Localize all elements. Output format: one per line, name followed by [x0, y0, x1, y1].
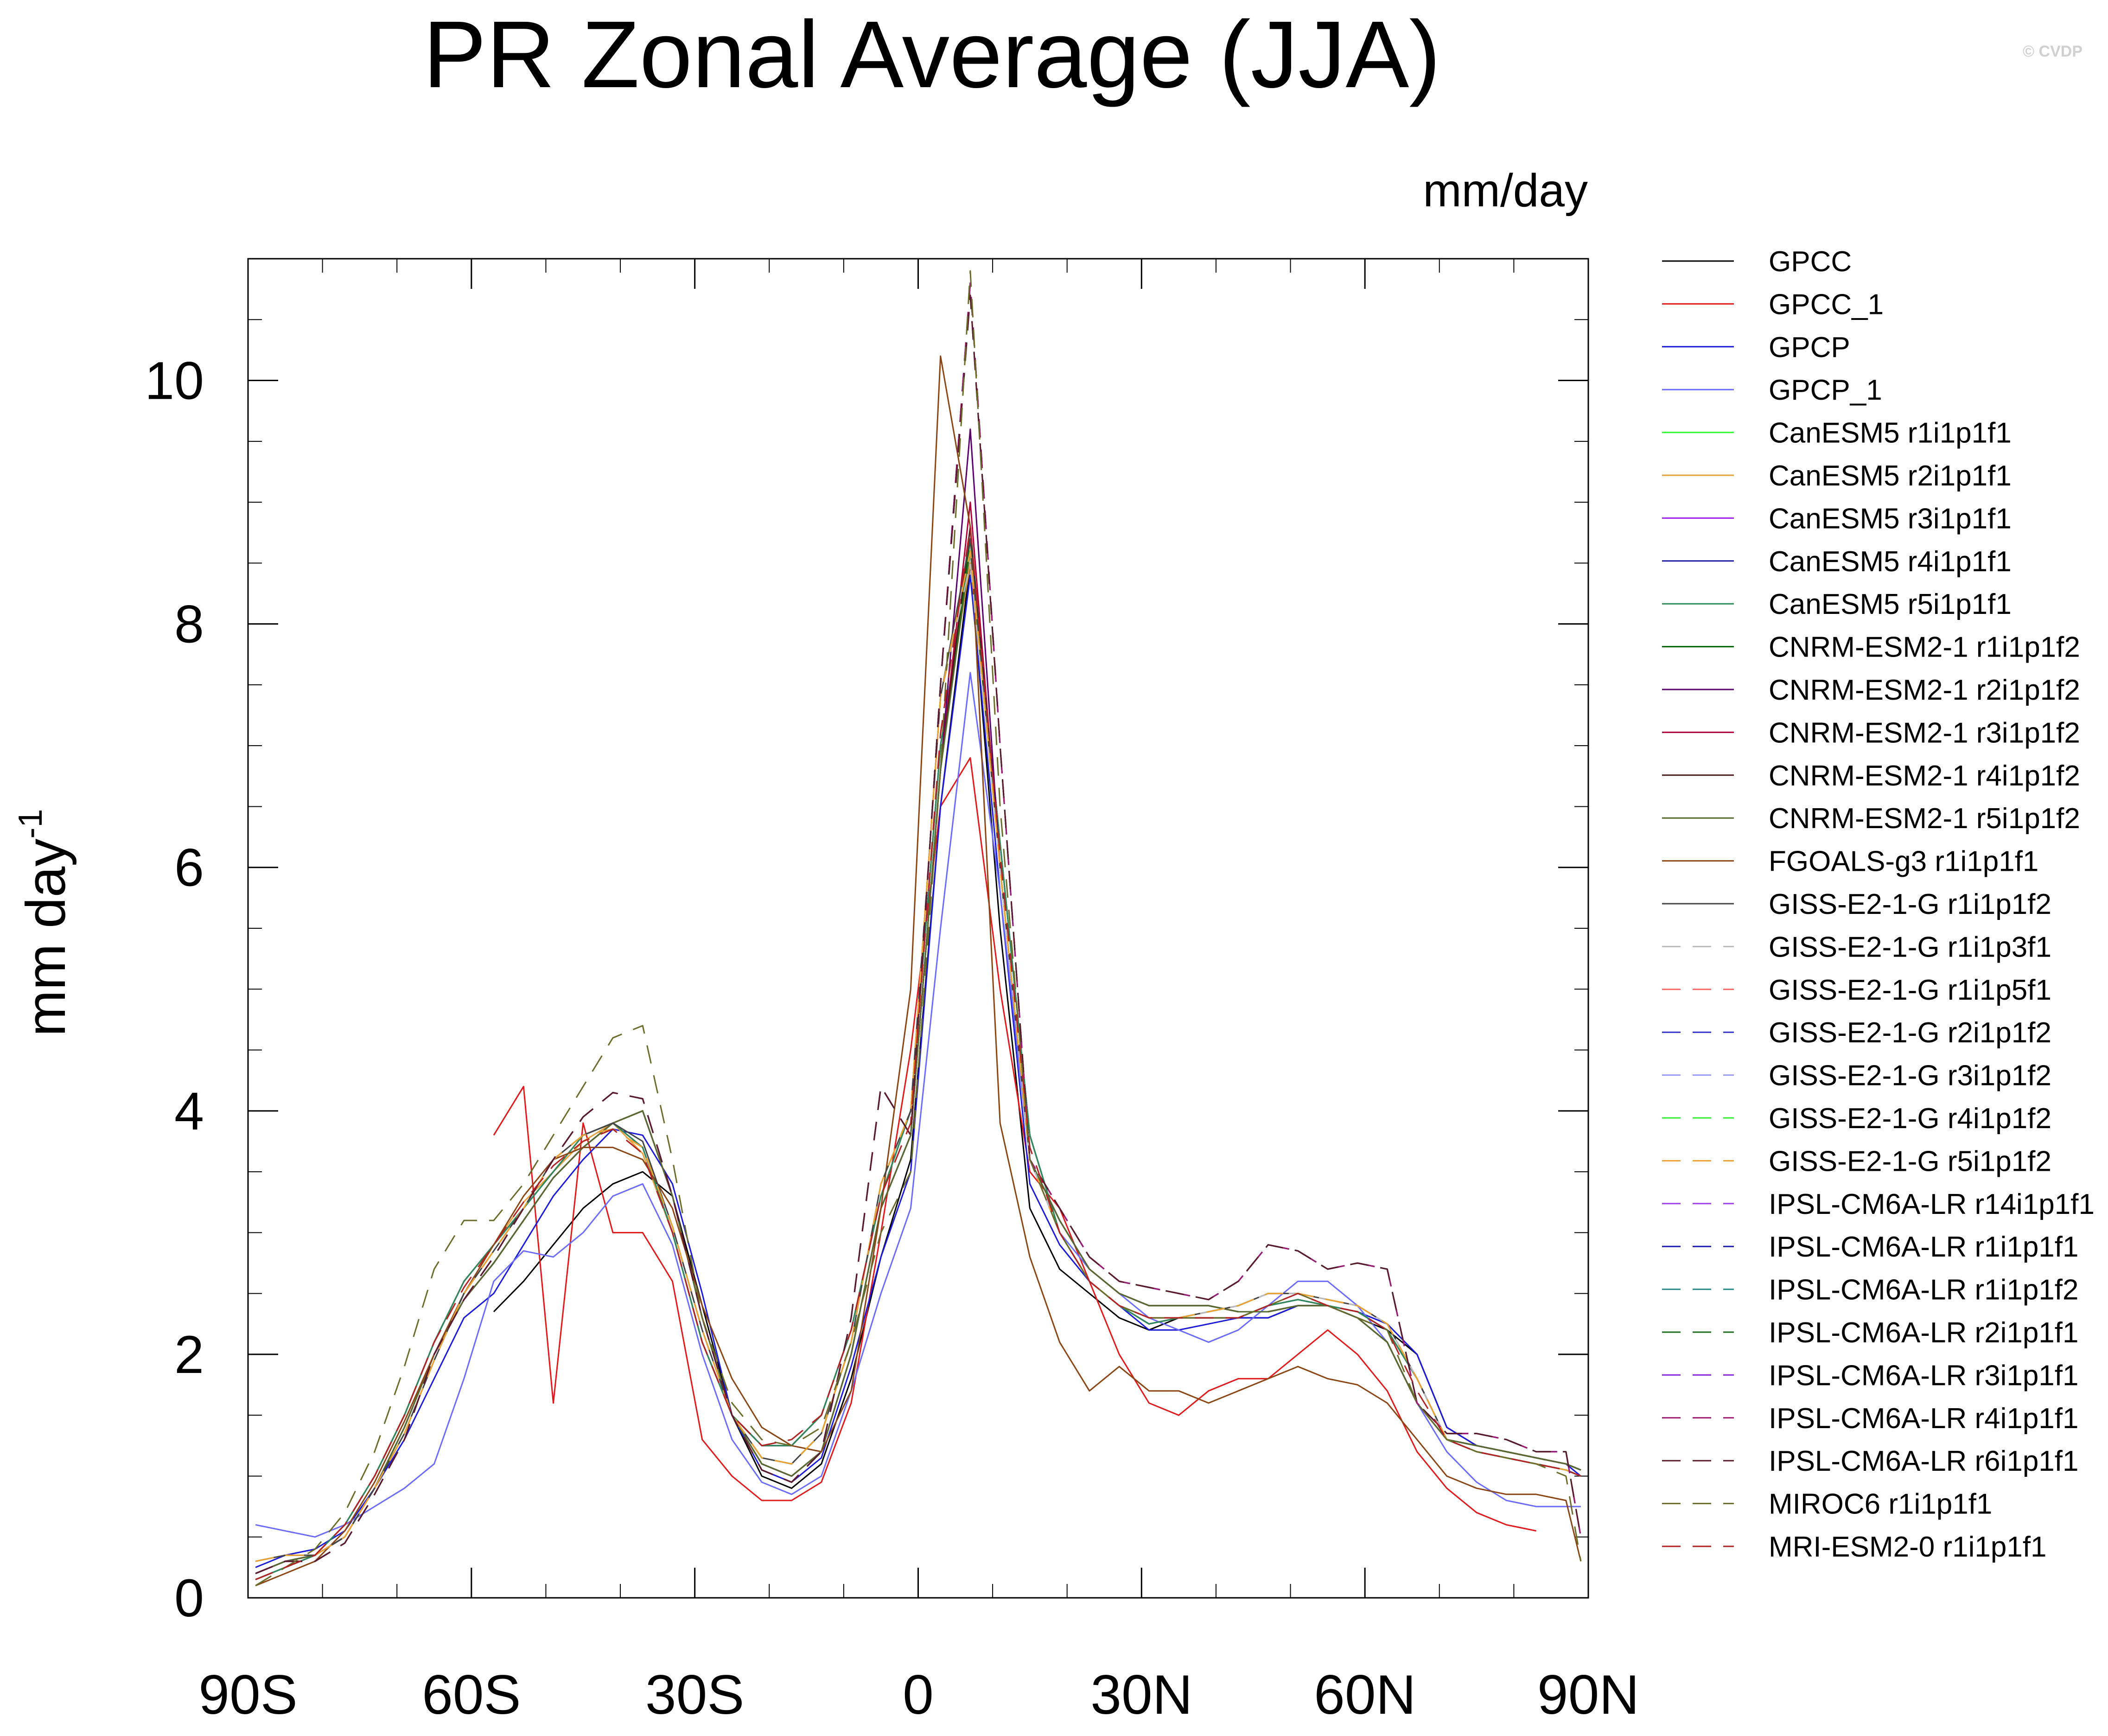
series-line-15 — [255, 355, 1582, 1587]
x-tick-label: 60N — [1314, 1664, 1416, 1726]
y-tick-label: 2 — [174, 1325, 204, 1385]
y-axis-label-exponent: -1 — [12, 809, 49, 839]
plot-frame — [247, 258, 1589, 1599]
legend-label-10: CNRM-ESM2-1 r1i1p1f2 — [1769, 632, 2080, 664]
legend-label-7: CanESM5 r3i1p1f1 — [1769, 503, 2012, 535]
series-line-22 — [255, 550, 1581, 1562]
series-line-28 — [255, 282, 1582, 1574]
legend-label-3: GPCP — [1769, 332, 1850, 364]
x-tick-label: 30N — [1090, 1664, 1192, 1726]
legend-label-8: CanESM5 r4i1p1f1 — [1769, 546, 2012, 578]
legend-label-25: IPSL-CM6A-LR r1i1p1f2 — [1769, 1274, 2079, 1306]
axis-ticks: 90S 60S 30S 0 30N 60N 90N 0 2 4 6 8 10 — [145, 258, 1639, 1726]
legend-label-27: IPSL-CM6A-LR r3i1p1f1 — [1769, 1359, 2079, 1391]
series-line-3 — [255, 574, 1581, 1568]
series-line-20 — [255, 550, 1581, 1562]
legend-label-9: CanESM5 r5i1p1f1 — [1769, 588, 2012, 620]
legend-label-24: IPSL-CM6A-LR r1i1p1f1 — [1769, 1231, 2079, 1263]
legend-label-29: IPSL-CM6A-LR r6i1p1f1 — [1769, 1445, 2079, 1477]
legend-label-1: GPCC — [1769, 246, 1852, 278]
legend: GPCC GPCC_1 GPCP GPCP_1 CanESM5 r1i1p1f1 CanE… — [1662, 246, 2095, 1563]
y-tick-label: 8 — [174, 595, 204, 654]
legend-label-15: FGOALS-g3 r1i1p1f1 — [1769, 846, 2038, 878]
legend-label-14: CNRM-ESM2-1 r5i1p1f2 — [1769, 803, 2080, 835]
legend-label-5: CanESM5 r1i1p1f1 — [1769, 417, 2012, 449]
legend-label-12: CNRM-ESM2-1 r3i1p1f2 — [1769, 717, 2080, 749]
y-tick-label: 0 — [174, 1569, 204, 1628]
series-line-2 — [493, 757, 1536, 1532]
series-line-21 — [255, 550, 1581, 1562]
series-line-24 — [255, 282, 1582, 1574]
series-line-1 — [493, 562, 1567, 1489]
series-line-31 — [255, 526, 1581, 1580]
legend-label-22: GISS-E2-1-G r5i1p1f2 — [1769, 1145, 2051, 1177]
series-lines — [255, 270, 1582, 1587]
y-axis-label: mm day-1 — [12, 809, 77, 1037]
legend-label-18: GISS-E2-1-G r1i1p5f1 — [1769, 974, 2051, 1006]
svg-text:mm day-1: mm day-1 — [12, 809, 77, 1037]
legend-label-31: MRI-ESM2-0 r1i1p1f1 — [1769, 1531, 2047, 1563]
series-line-23 — [255, 282, 1582, 1574]
y-tick-label: 6 — [174, 838, 204, 898]
units-label: mm/day — [1423, 165, 1588, 217]
series-line-19 — [255, 550, 1581, 1562]
cvdp-credit: © CVDP — [2023, 43, 2083, 60]
legend-label-30: MIROC6 r1i1p1f1 — [1769, 1488, 1992, 1520]
legend-label-21: GISS-E2-1-G r4i1p1f2 — [1769, 1103, 2051, 1135]
legend-label-11: CNRM-ESM2-1 r2i1p1f2 — [1769, 674, 2080, 706]
series-line-30 — [255, 270, 1582, 1586]
series-line-4 — [255, 672, 1581, 1538]
legend-label-28: IPSL-CM6A-LR r4i1p1f1 — [1769, 1403, 2079, 1435]
legend-label-16: GISS-E2-1-G r1i1p1f2 — [1769, 888, 2051, 920]
x-tick-label: 90S — [198, 1664, 298, 1726]
legend-label-2: GPCC_1 — [1769, 288, 1884, 320]
x-tick-label: 30S — [645, 1664, 745, 1726]
legend-label-13: CNRM-ESM2-1 r4i1p1f2 — [1769, 760, 2080, 792]
series-line-25 — [255, 294, 1582, 1574]
legend-label-19: GISS-E2-1-G r2i1p1f2 — [1769, 1017, 2051, 1049]
series-line-14 — [255, 550, 1581, 1574]
legend-label-4: GPCP_1 — [1769, 374, 1882, 406]
series-line-27 — [255, 282, 1582, 1574]
series-line-26 — [255, 294, 1582, 1574]
y-axis-label-text: mm day — [15, 839, 77, 1037]
legend-label-23: IPSL-CM6A-LR r14i1p1f1 — [1769, 1188, 2095, 1220]
x-tick-label: 90N — [1537, 1664, 1639, 1726]
legend-label-26: IPSL-CM6A-LR r2i1p1f1 — [1769, 1317, 2079, 1349]
chart-title: PR Zonal Average (JJA) — [423, 1, 1440, 108]
legend-label-6: CanESM5 r2i1p1f1 — [1769, 460, 2012, 492]
series-line-29 — [255, 294, 1582, 1574]
legend-label-20: GISS-E2-1-G r3i1p1f2 — [1769, 1060, 2051, 1092]
x-tick-label: 60S — [422, 1664, 521, 1726]
y-tick-label: 10 — [145, 351, 204, 411]
series-line-18 — [255, 550, 1581, 1562]
legend-label-17: GISS-E2-1-G r1i1p3f1 — [1769, 931, 2051, 963]
x-tick-label: 0 — [903, 1664, 934, 1726]
series-line-10 — [255, 538, 1581, 1574]
y-tick-label: 4 — [174, 1082, 204, 1141]
